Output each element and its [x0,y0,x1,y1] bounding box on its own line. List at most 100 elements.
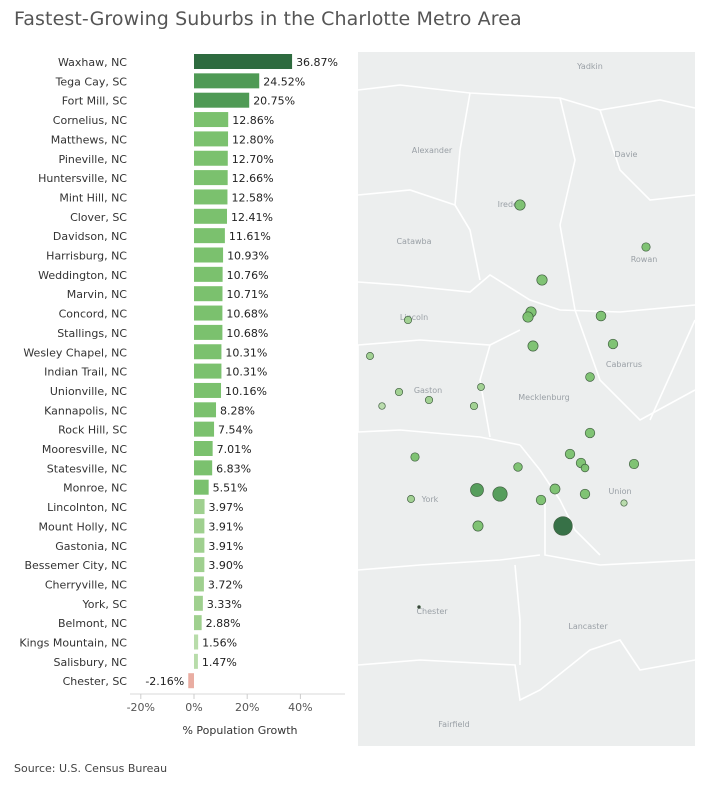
data-label: 10.68% [226,308,268,321]
city-point [407,495,415,503]
city-point [584,427,596,439]
category-label: Harrisburg, NC [46,250,127,263]
county-label: Fairfield [438,720,470,729]
data-label: 12.66% [232,172,274,185]
city-point [394,387,404,397]
category-label: Cornelius, NC [53,114,128,127]
county-label: Gaston [414,386,442,395]
city-point [522,311,534,323]
city-point [536,274,548,286]
category-label: Kannapolis, NC [44,404,127,417]
county-label: Catawba [396,237,431,246]
bar-chart: Waxhaw, NC 36.87% Tega Cay, SC 24.52% Fort M… [19,54,338,689]
bar [194,112,229,128]
county-label: Cabarrus [606,360,642,369]
city-point [492,486,508,502]
bar [194,324,223,340]
county-label: Iredell [498,200,523,209]
bar [194,634,199,650]
data-label: 10.76% [227,269,269,282]
category-label: Fort Mill, SC [62,95,128,108]
category-label: Gastonia, NC [55,540,127,553]
category-label: Cherryville, NC [45,578,127,591]
bar [194,92,250,108]
category-label: Salisbury, NC [54,656,128,669]
category-label: Mint Hill, NC [59,191,127,204]
bar [194,653,198,669]
data-label: 10.71% [226,288,268,301]
category-label: Lincolnton, NC [47,501,127,514]
county-label: Union [608,487,631,496]
category-label: Marvin, NC [67,288,128,301]
city-point [620,499,628,507]
tick-label: 40% [288,701,312,714]
bar [194,131,229,147]
map-panel: Yadkin Alexander Davie Iredell Catawba Rowan L… [357,52,696,746]
bar [194,615,202,631]
category-label: Statesville, NC [47,462,128,475]
x-axis: -20% 0% 20% 40% % Population Growth [127,693,345,737]
bar [194,460,213,476]
data-label: 10.16% [225,385,267,398]
data-label: 3.72% [208,578,243,591]
data-label: 10.68% [226,327,268,340]
bar [194,499,205,515]
category-label: Clover, SC [70,211,127,224]
category-label: Mount Holly, NC [39,520,128,533]
category-label: Chester, SC [63,675,128,688]
bar [194,73,260,89]
category-label: Pineville, NC [58,153,127,166]
bar [194,170,228,186]
city-point [410,452,420,462]
city-point [424,395,434,405]
data-label: 3.90% [208,559,243,572]
data-label: 36.87% [296,56,338,69]
data-label: 10.31% [225,366,267,379]
data-label: 5.51% [213,482,248,495]
category-label: Rock Hill, SC [58,424,127,437]
bar [194,402,217,418]
category-label: Weddington, NC [38,269,127,282]
data-label: 7.54% [218,424,253,437]
county-label: York [421,495,439,504]
city-point [641,242,651,252]
bar [194,537,205,553]
city-point [477,383,485,391]
city-point [580,463,590,473]
data-label: 20.75% [253,95,295,108]
data-label: 24.52% [263,75,305,88]
city-point [527,340,539,352]
category-label: Huntersville, NC [38,172,127,185]
category-label: York, SC [81,598,127,611]
x-axis-title: % Population Growth [182,724,297,737]
county-label: Yadkin [576,62,603,71]
city-point [472,520,484,532]
tick-label: 20% [235,701,259,714]
county-label: Rowan [631,255,658,264]
bar [194,286,223,302]
bar [194,441,213,456]
category-label: Matthews, NC [51,133,128,146]
data-label: 1.56% [202,637,237,650]
bar [194,344,222,360]
category-label: Stallings, NC [57,327,127,340]
bar [194,576,204,592]
bar [194,150,228,166]
data-label: 10.31% [225,346,267,359]
city-point [469,401,479,411]
tick-label: 0% [185,701,202,714]
county-borders [357,84,696,702]
bar [194,228,225,244]
category-label: Bessemer City, NC [24,559,127,572]
city-point [513,462,523,472]
source-note: Source: U.S. Census Bureau [14,762,168,775]
category-label: Kings Mountain, NC [19,637,127,650]
data-label: -2.16% [145,675,184,688]
category-label: Unionville, NC [50,385,127,398]
category-label: Concord, NC [59,308,128,321]
city-point [549,483,561,495]
county-label: Lancaster [568,622,608,631]
data-label: 11.61% [229,230,271,243]
data-label: 12.70% [232,153,274,166]
bar [194,479,209,495]
